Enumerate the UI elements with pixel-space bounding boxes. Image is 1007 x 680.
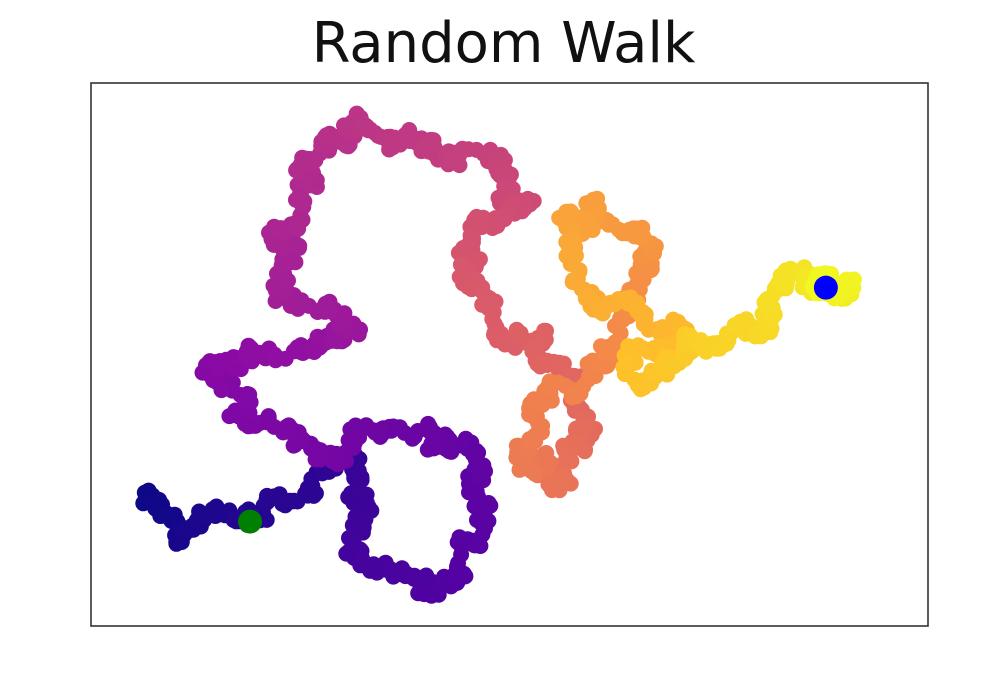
start-point-marker: [238, 509, 263, 534]
axes-frame: [90, 82, 929, 627]
end-point-marker: [813, 275, 838, 300]
chart-title: Random Walk: [311, 11, 696, 76]
walk-markers: [238, 275, 838, 534]
walk-point: [421, 423, 438, 440]
